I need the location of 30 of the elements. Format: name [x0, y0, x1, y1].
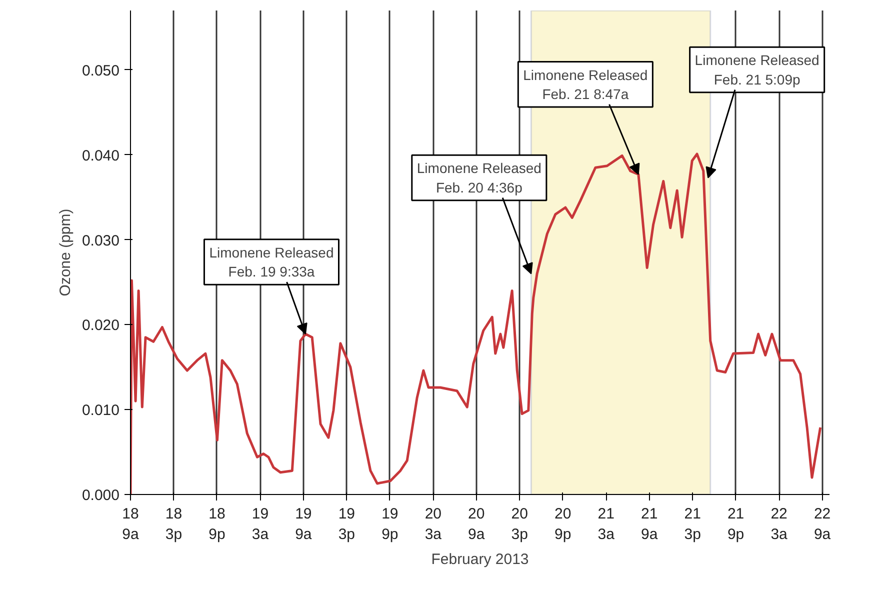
annotation: Limonene Released Feb. 20 4:36p: [416, 160, 542, 196]
x-tick-label: 19 3a: [252, 506, 270, 543]
x-tick-label: 20 9p: [554, 506, 572, 543]
annotation: Limonene Released Feb. 21 5:09p: [694, 52, 820, 88]
y-tick-label: 0.010: [82, 402, 120, 420]
x-tick-label: 18 3p: [165, 506, 182, 543]
x-tick-label: 18 9p: [208, 506, 226, 543]
annotation: Limonene Released Feb. 19 9:33a: [209, 244, 334, 280]
y-tick-label: 0.040: [82, 147, 120, 164]
annotation: Limonene Released Feb. 21 8:47a: [523, 66, 648, 102]
x-tick-label: 20 3p: [511, 506, 528, 543]
x-tick-label: 19 9p: [382, 506, 398, 543]
x-tick-label: 18 9a: [122, 506, 140, 543]
y-axis-title: Ozone (ppm): [56, 208, 74, 296]
x-tick-label: 22 9a: [814, 506, 832, 543]
x-tick-label: 21 3a: [598, 506, 616, 543]
y-tick-label: 0.020: [82, 317, 120, 334]
x-tick-label: 19 3p: [338, 506, 356, 543]
x-tick-label: 22 3a: [770, 506, 788, 543]
x-tick-label: 20 3a: [424, 506, 442, 543]
x-axis-title: February 2013: [431, 550, 529, 568]
x-tick-label: 21 9a: [641, 506, 658, 543]
y-tick-label: 0.030: [82, 232, 120, 250]
y-tick-label: 0.050: [82, 62, 120, 80]
y-tick-label: 0.000: [82, 487, 120, 504]
x-tick-label: 20 9a: [468, 506, 486, 543]
x-tick-label: 21 3p: [684, 506, 701, 543]
x-tick-label: 19 9a: [295, 506, 312, 543]
x-tick-label: 21 9p: [727, 506, 744, 543]
line-series: [130, 152, 822, 494]
